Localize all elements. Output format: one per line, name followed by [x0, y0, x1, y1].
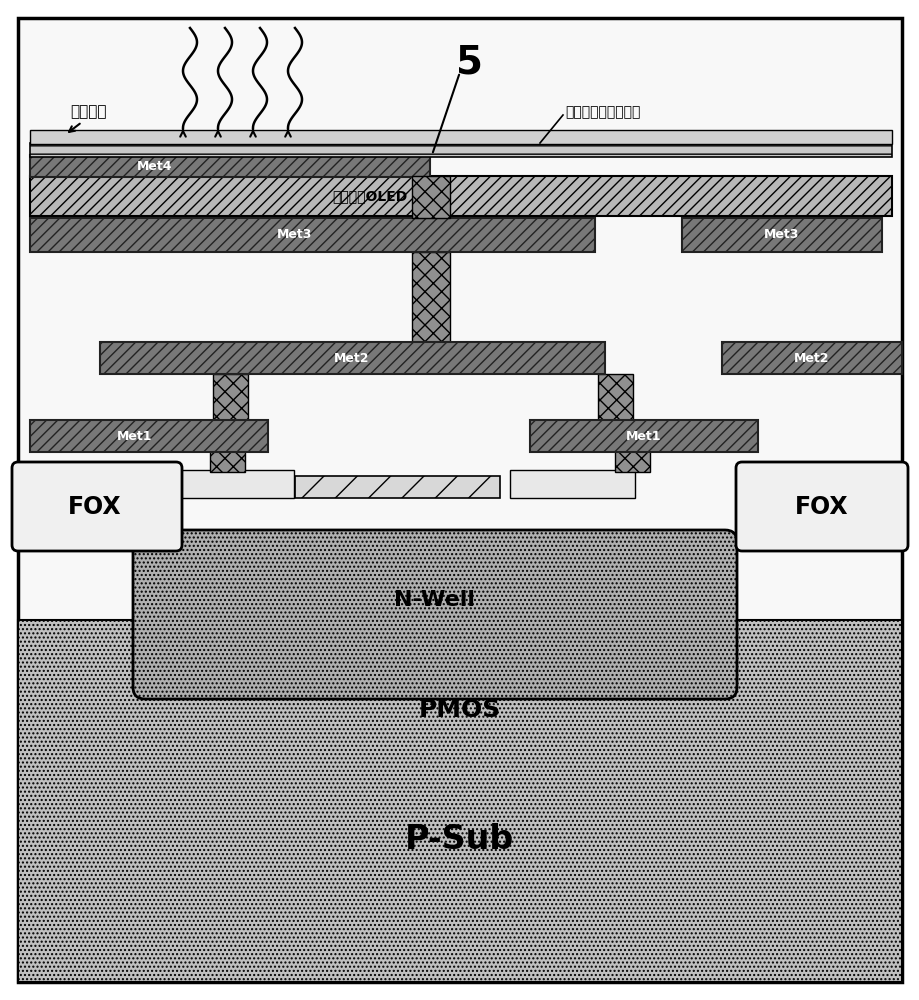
Bar	[509, 470, 634, 498]
Text: Met1: Met1	[626, 430, 661, 442]
Bar	[30, 420, 267, 452]
Text: 5: 5	[456, 43, 483, 81]
FancyBboxPatch shape	[12, 462, 182, 551]
Bar	[18, 620, 901, 982]
Bar	[412, 176, 449, 218]
Bar	[597, 374, 632, 422]
Bar	[210, 450, 244, 472]
Bar	[30, 176, 891, 216]
Bar	[721, 342, 901, 374]
Text: Met1: Met1	[117, 430, 153, 442]
Text: Met3: Met3	[764, 229, 799, 241]
Text: FOX: FOX	[68, 495, 121, 519]
Text: FOX: FOX	[794, 495, 848, 519]
Text: 覆盖电极: 覆盖电极	[70, 105, 107, 120]
Bar	[295, 476, 499, 498]
Bar	[412, 252, 449, 342]
Bar	[30, 143, 891, 157]
Text: 锶化（光致抗蚀剂）: 锶化（光致抗蚀剂）	[564, 105, 640, 119]
Bar	[30, 155, 429, 177]
Bar	[529, 420, 757, 452]
Bar	[30, 218, 595, 252]
Text: PMOS: PMOS	[418, 698, 501, 722]
Text: Met4: Met4	[137, 160, 173, 173]
Text: N-Well: N-Well	[394, 590, 475, 610]
Bar	[681, 218, 881, 252]
FancyBboxPatch shape	[133, 530, 736, 699]
Bar	[176, 470, 294, 498]
Text: Met2: Met2	[334, 352, 369, 364]
Bar	[100, 342, 605, 374]
Text: Met2: Met2	[793, 352, 829, 364]
Text: 有机的／OLED: 有机的／OLED	[332, 189, 407, 203]
Bar	[30, 130, 891, 144]
Text: P-Sub: P-Sub	[405, 823, 514, 856]
Bar	[213, 374, 248, 422]
FancyBboxPatch shape	[735, 462, 907, 551]
Bar	[614, 450, 650, 472]
Text: Met3: Met3	[277, 229, 312, 241]
